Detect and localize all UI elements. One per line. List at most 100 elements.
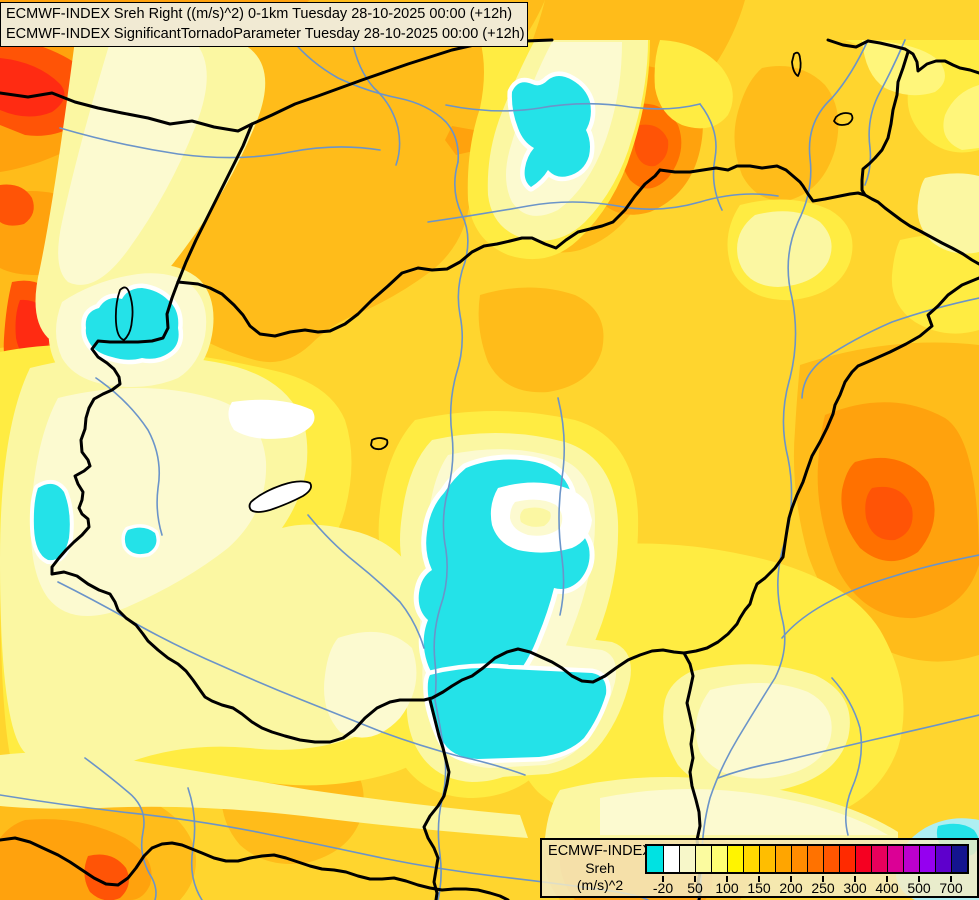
region-pale-east-spot-1 [737, 211, 832, 287]
legend-tick-label-250: 250 [811, 880, 835, 896]
region-cream-nw-streak [58, 42, 207, 285]
legend-swatch-5 [727, 846, 743, 872]
region-orangered-bottomleft-spot [84, 854, 129, 900]
legend-swatch-16 [903, 846, 919, 872]
border-slovakia-ukraine [860, 50, 910, 197]
river-drava [57, 581, 526, 776]
legend-tick-label-50: 50 [687, 880, 703, 896]
legend-swatch-10 [807, 846, 823, 872]
legend-tick-label-200: 200 [779, 880, 803, 896]
region-pale-hole-center [520, 507, 551, 527]
region-white-west-patch [228, 399, 315, 439]
region-cream-above-legend [600, 789, 888, 835]
legend-swatch-13 [855, 846, 871, 872]
legend-swatch-3 [695, 846, 711, 872]
legend-swatch-12 [839, 846, 855, 872]
lake-neusiedl [114, 286, 134, 341]
region-cream-southwest-patch [324, 631, 417, 738]
legend-tick-250 [822, 876, 824, 882]
legend-tick-label-700: 700 [939, 880, 963, 896]
legend-tick-label-150: 150 [747, 880, 771, 896]
legend-label-line1: ECMWF-INDEX [548, 843, 652, 859]
river-southwest-1 [84, 757, 157, 900]
lakes [114, 51, 854, 513]
legend-tick-500 [918, 876, 920, 882]
legend-tick-700 [950, 876, 952, 882]
legend-swatch-7 [759, 846, 775, 872]
legend-swatch-17 [919, 846, 935, 872]
legend-tick-300 [854, 876, 856, 882]
legend-swatch-18 [935, 846, 951, 872]
legend-box: ECMWF-INDEX Sreh (m/s)^2 -20 50 100 150 200 2… [540, 838, 979, 898]
border-croatia-bosnia [0, 836, 510, 900]
legend-swatch-8 [775, 846, 791, 872]
legend-label-line3: (m/s)^2 [576, 877, 624, 893]
border-hungary-ukraine [863, 193, 979, 266]
river-southeast-1 [831, 677, 863, 836]
region-orangered-ne-core [634, 124, 669, 167]
legend-swatch-4 [711, 846, 727, 872]
border-austria-hungary [50, 280, 180, 576]
legend-colorbar [645, 844, 969, 874]
region-orangered-left-small [0, 184, 34, 226]
legend-swatch-15 [887, 846, 903, 872]
region-cyan-north-center [507, 71, 596, 192]
region-cyan-bottom-mid [423, 663, 611, 764]
legend-tick-50 [694, 876, 696, 882]
river-koros [781, 554, 979, 639]
legend-tick--20 [662, 876, 664, 882]
region-orangered-right-core [865, 486, 913, 541]
region-red-topleft-core [0, 58, 65, 117]
river-sio [307, 514, 425, 649]
lake-tisza [833, 112, 854, 126]
region-yellow-east [891, 234, 979, 334]
legend-swatch-9 [791, 846, 807, 872]
legend-swatch-0 [647, 846, 663, 872]
legend-tick-label--20: -20 [652, 880, 674, 896]
title-box: ECMWF-INDEX Sreh Right ((m/s)^2) 0-1km T… [0, 2, 528, 47]
region-pale-topright-spot-2 [943, 85, 979, 150]
country-borders [0, 38, 979, 900]
border-hungary-romania [682, 276, 979, 655]
legend-tick-label-500: 500 [907, 880, 931, 896]
river-northeast-2 [699, 103, 723, 211]
legend-tick-label-300: 300 [843, 880, 867, 896]
river-vah [351, 39, 401, 166]
legend-swatch-19 [951, 846, 967, 872]
region-cyan-left-2 [121, 524, 160, 558]
lake-balaton [248, 480, 312, 513]
legend-tick-label-400: 400 [875, 880, 899, 896]
river-maros [717, 714, 979, 779]
border-austria-slovakia [176, 122, 254, 284]
legend-tick-400 [886, 876, 888, 882]
river-north-branch-1 [445, 102, 701, 112]
river-center-1 [557, 397, 566, 616]
border-croatia-serbia [422, 698, 451, 900]
river-west-1 [95, 377, 163, 536]
legend-tick-100 [726, 876, 728, 882]
river-danube-austria [59, 127, 381, 159]
title-line-1: ECMWF-INDEX Sreh Right ((m/s)^2) 0-1km T… [6, 6, 513, 22]
legend-tick-150 [758, 876, 760, 882]
region-cyan-left-1 [29, 479, 74, 565]
river-danube-upper [291, 39, 460, 163]
legend-swatch-14 [871, 846, 887, 872]
legend-tick-200 [790, 876, 792, 882]
region-cream-west-core [30, 388, 267, 616]
border-slovakia-hungary-east [658, 164, 867, 203]
legend-swatch-6 [743, 846, 759, 872]
region-pale-bottom-band [0, 752, 528, 838]
lake-northeast-sliver [791, 51, 802, 77]
border-czech-austria [0, 91, 254, 133]
border-slovakia-hungary-west [176, 168, 662, 338]
border-slovakia-ukraine-north [826, 38, 979, 75]
river-northeast-1 [864, 39, 906, 186]
lake-velence [370, 437, 389, 451]
legend-swatch-1 [663, 846, 679, 872]
legend-swatch-11 [823, 846, 839, 872]
region-amber-center [478, 287, 604, 393]
region-pale-east-spot-2 [917, 173, 979, 254]
legend-label: ECMWF-INDEX Sreh (m/s)^2 [548, 843, 652, 894]
rivers [0, 39, 979, 900]
